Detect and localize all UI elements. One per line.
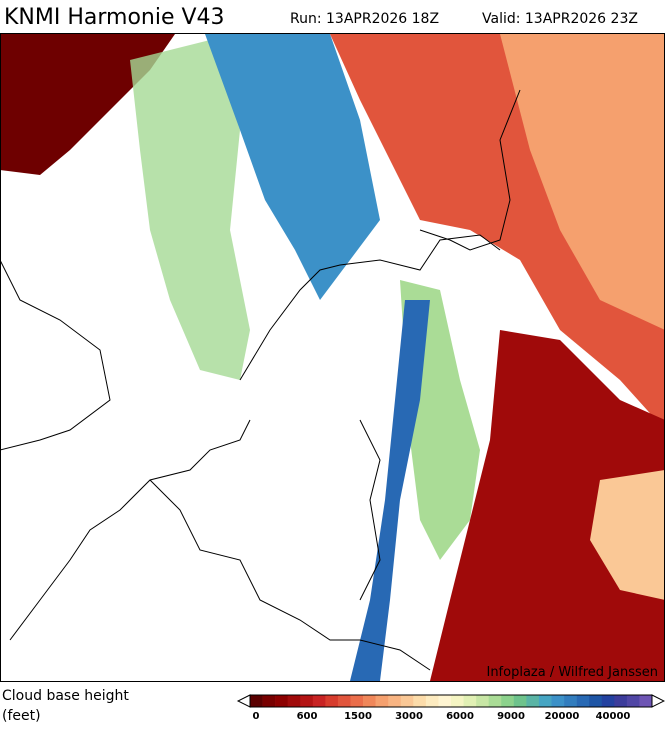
color-swatch — [312, 695, 326, 707]
color-swatch — [538, 695, 552, 707]
color-swatch — [513, 695, 527, 707]
run-time: Run: 13APR2026 18Z — [290, 11, 439, 27]
color-swatch — [250, 695, 263, 707]
field-blue — [205, 34, 380, 300]
color-swatch — [488, 695, 502, 707]
color-swatch — [375, 695, 389, 707]
color-swatch — [626, 695, 640, 707]
legend-tick-label: 3000 — [395, 711, 423, 722]
color-swatch — [451, 695, 464, 707]
legend-title: Cloud base height — [2, 688, 129, 704]
color-swatch — [639, 695, 653, 707]
valid-time: Valid: 13APR2026 23Z — [482, 11, 638, 27]
color-swatch — [325, 695, 339, 707]
legend-unit: (feet) — [2, 708, 41, 724]
color-swatch — [576, 695, 590, 707]
color-swatch — [564, 695, 577, 707]
color-swatch — [463, 695, 477, 707]
legend-tick-label: 40000 — [596, 711, 631, 722]
field-dark-red-east — [430, 330, 664, 681]
map: Infoplaza / Wilfred Janssen — [0, 33, 665, 682]
field-green — [130, 40, 250, 380]
color-swatch — [425, 695, 439, 707]
color-swatch — [476, 695, 489, 707]
color-swatch — [300, 695, 314, 707]
color-swatch — [501, 695, 515, 707]
color-swatch — [350, 695, 364, 707]
color-swatch — [438, 695, 452, 707]
color-swatch — [614, 695, 628, 707]
color-swatch — [275, 695, 288, 707]
legend-tick-label: 6000 — [446, 711, 474, 722]
border-lines — [149, 89, 521, 671]
legend-tick-label: 9000 — [497, 711, 525, 722]
color-swatch — [551, 695, 565, 707]
coastline-continent — [9, 234, 501, 641]
color-swatch — [388, 695, 402, 707]
coastline-uk — [1, 260, 111, 451]
color-swatch — [526, 695, 540, 707]
color-swatch — [337, 695, 351, 707]
title: KNMI Harmonie V43 — [4, 5, 225, 30]
legend-tick-label: 0 — [253, 711, 260, 722]
color-swatch — [589, 695, 603, 707]
field-orange — [500, 34, 664, 330]
colorbar-frame — [249, 694, 653, 708]
color-swatch — [363, 695, 376, 707]
field-light-east — [590, 470, 664, 600]
color-swatch — [262, 695, 276, 707]
color-swatch — [400, 695, 414, 707]
legend-tick-label: 20000 — [545, 711, 580, 722]
legend-tick-label: 600 — [297, 711, 318, 722]
color-swatch — [413, 695, 427, 707]
legend-tick-label: 1500 — [344, 711, 372, 722]
credit: Infoplaza / Wilfred Janssen — [486, 665, 658, 680]
field-blue-band — [350, 300, 430, 681]
color-swatch — [601, 695, 615, 707]
colorbar: 0 600 1500 3000 6000 9000 20000 40000 — [236, 694, 665, 722]
color-swatch — [287, 695, 301, 707]
